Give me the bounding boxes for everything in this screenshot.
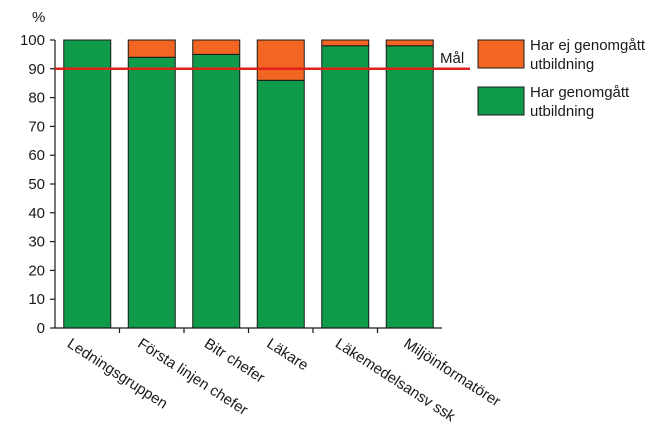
bar-segment [63, 39, 112, 329]
y-tick-label: 90 [28, 61, 45, 78]
y-tick-label: 30 [28, 234, 45, 251]
y-axis-unit-label: % [32, 9, 45, 26]
y-tick-label: 10 [28, 291, 45, 308]
legend: Har ej genomgått utbildning Har genomgått u… [477, 37, 646, 120]
bar-segment [256, 39, 305, 81]
y-tick-label: 70 [28, 118, 45, 135]
bar-segment [321, 45, 370, 329]
x-axis-ticks [118, 328, 379, 333]
bar-segment [385, 45, 434, 329]
y-tick-label: 80 [28, 90, 45, 107]
legend-label: Har genomgått utbildning [530, 84, 630, 120]
x-tick-label: Läkare [264, 335, 312, 374]
bar-segment [192, 39, 241, 55]
bar-segment [127, 56, 176, 329]
x-tick-label: Läkemedelsansv ssk [332, 335, 458, 425]
y-tick-label: 0 [37, 320, 45, 337]
y-axis-ticks: 0 10 20 30 40 50 60 70 80 90 100 [20, 32, 55, 337]
y-tick-label: 50 [28, 176, 45, 193]
legend-label: Har ej genomgått utbildning [530, 37, 646, 73]
bar-segment [192, 53, 241, 329]
bar-segment [127, 39, 176, 58]
y-tick-label: 100 [20, 32, 45, 49]
target-label: Mål [440, 50, 464, 67]
bars [63, 39, 434, 329]
bar-segment [321, 39, 370, 47]
legend-swatch [477, 39, 525, 69]
bar-segment [256, 79, 305, 329]
legend-swatch [477, 86, 525, 116]
y-tick-label: 20 [28, 262, 45, 279]
y-tick-label: 40 [28, 205, 45, 222]
bar-segment [385, 39, 434, 47]
y-tick-label: 60 [28, 147, 45, 164]
